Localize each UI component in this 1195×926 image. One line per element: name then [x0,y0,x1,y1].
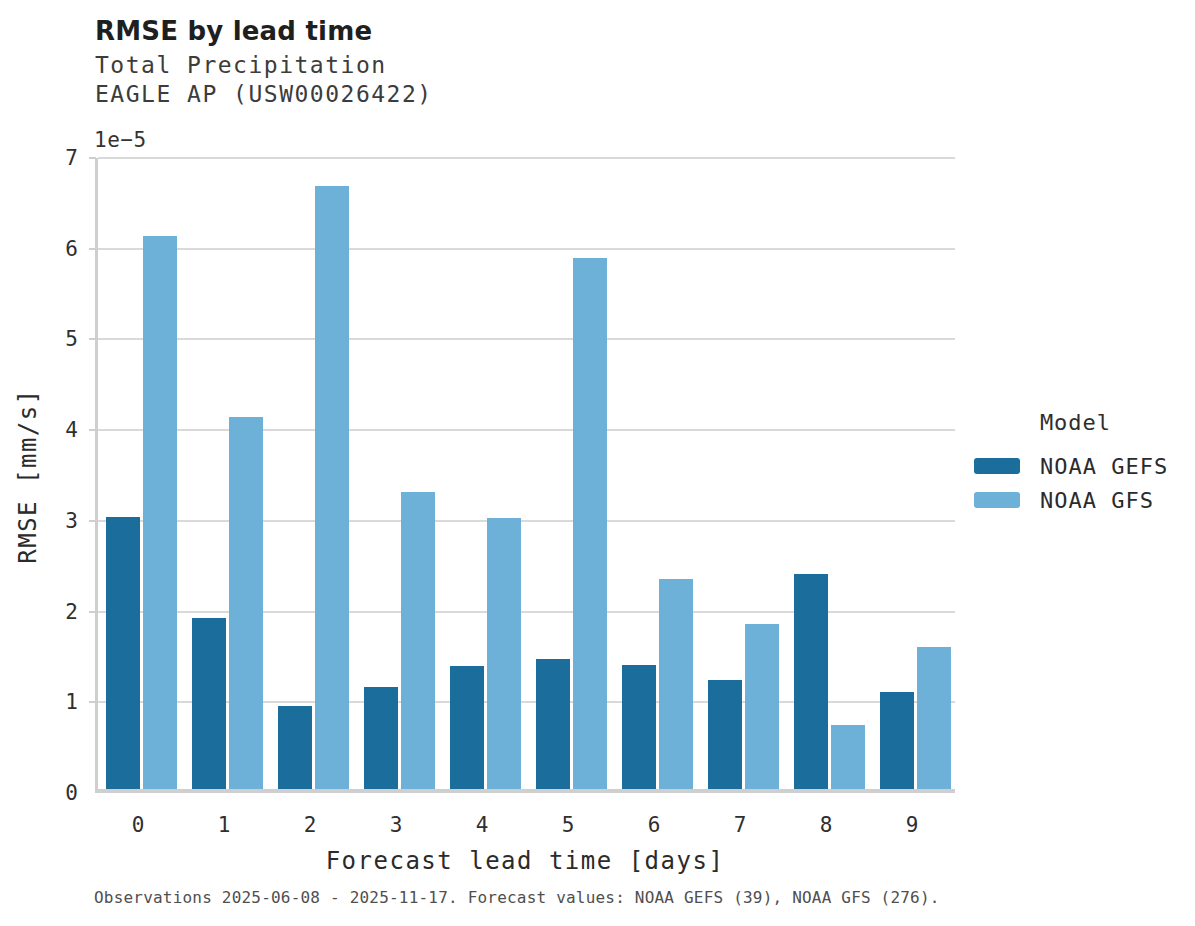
chart-title: RMSE by lead time [95,16,372,46]
bar-group-lead-4 [450,158,521,789]
bar-noaa-gfs-lead-5 [573,258,607,789]
bar-noaa-gefs-lead-3 [364,687,398,789]
bar-group-lead-8 [794,158,865,789]
bar-group-lead-6 [622,158,693,789]
footer-caption: Observations 2025-06-08 - 2025-11-17. Fo… [94,888,940,907]
bar-noaa-gefs-lead-9 [880,692,914,789]
y-tick-mark-1 [89,701,96,703]
y-axis-offset-label: 1e−5 [94,128,147,152]
legend-item-noaa-gfs: NOAA GFS [968,483,1183,517]
y-tick-mark-4 [89,429,96,431]
bar-noaa-gfs-lead-9 [917,647,951,789]
bar-group-lead-9 [880,158,951,789]
y-tick-label-4: 4 [36,416,78,444]
y-tick-mark-2 [89,611,96,613]
x-tick-label-8: 8 [796,813,856,837]
x-tick-label-4: 4 [452,813,512,837]
y-tick-label-3: 3 [36,507,78,535]
legend-swatch-noaa-gefs [974,458,1020,474]
y-tick-mark-3 [89,520,96,522]
y-tick-mark-6 [89,248,96,250]
x-tick-label-9: 9 [882,813,942,837]
bar-noaa-gefs-lead-5 [536,659,570,789]
bar-group-lead-1 [192,158,263,789]
legend: Model NOAA GEFS NOAA GFS [968,410,1183,517]
y-tick-label-0: 0 [36,779,78,807]
bar-noaa-gefs-lead-1 [192,618,226,789]
bar-noaa-gfs-lead-8 [831,725,865,789]
y-tick-label-7: 7 [36,144,78,172]
bar-noaa-gefs-lead-6 [622,665,656,789]
x-tick-label-1: 1 [194,813,254,837]
bar-noaa-gefs-lead-8 [794,574,828,789]
bar-noaa-gfs-lead-1 [229,417,263,789]
bar-group-lead-0 [106,158,177,789]
x-tick-label-0: 0 [108,813,168,837]
y-axis-label: RMSE [mm/s] [14,388,42,563]
y-tick-label-1: 1 [36,688,78,716]
x-tick-label-2: 2 [280,813,340,837]
bar-noaa-gefs-lead-4 [450,666,484,789]
x-tick-label-6: 6 [624,813,684,837]
y-tick-mark-7 [89,157,96,159]
bar-noaa-gfs-lead-0 [143,236,177,789]
legend-label-noaa-gefs: NOAA GEFS [1040,454,1168,479]
plot-area [95,158,955,793]
y-tick-label-5: 5 [36,325,78,353]
x-axis-label: Forecast lead time [days] [326,847,725,875]
legend-label-noaa-gfs: NOAA GFS [1040,488,1154,513]
bar-noaa-gefs-lead-2 [278,706,312,789]
bar-group-lead-3 [364,158,435,789]
bar-noaa-gfs-lead-4 [487,518,521,789]
chart-subtitle-variable: Total Precipitation [95,52,387,78]
bar-group-lead-5 [536,158,607,789]
x-tick-label-3: 3 [366,813,426,837]
y-tick-mark-5 [89,338,96,340]
y-tick-label-2: 2 [36,598,78,626]
bar-noaa-gfs-lead-7 [745,624,779,789]
y-tick-label-6: 6 [36,235,78,263]
bar-noaa-gfs-lead-6 [659,579,693,789]
x-tick-label-7: 7 [710,813,770,837]
bar-group-lead-7 [708,158,779,789]
figure: RMSE by lead time Total Precipitation EA… [0,0,1195,926]
bar-noaa-gfs-lead-2 [315,186,349,789]
bar-noaa-gefs-lead-0 [106,517,140,789]
chart-subtitle-station: EAGLE AP (USW00026422) [95,81,433,107]
bar-noaa-gfs-lead-3 [401,492,435,789]
legend-item-noaa-gefs: NOAA GEFS [968,449,1183,483]
legend-title: Model [968,410,1183,435]
bar-group-lead-2 [278,158,349,789]
legend-swatch-noaa-gfs [974,492,1020,508]
bar-noaa-gefs-lead-7 [708,680,742,789]
x-tick-label-5: 5 [538,813,598,837]
